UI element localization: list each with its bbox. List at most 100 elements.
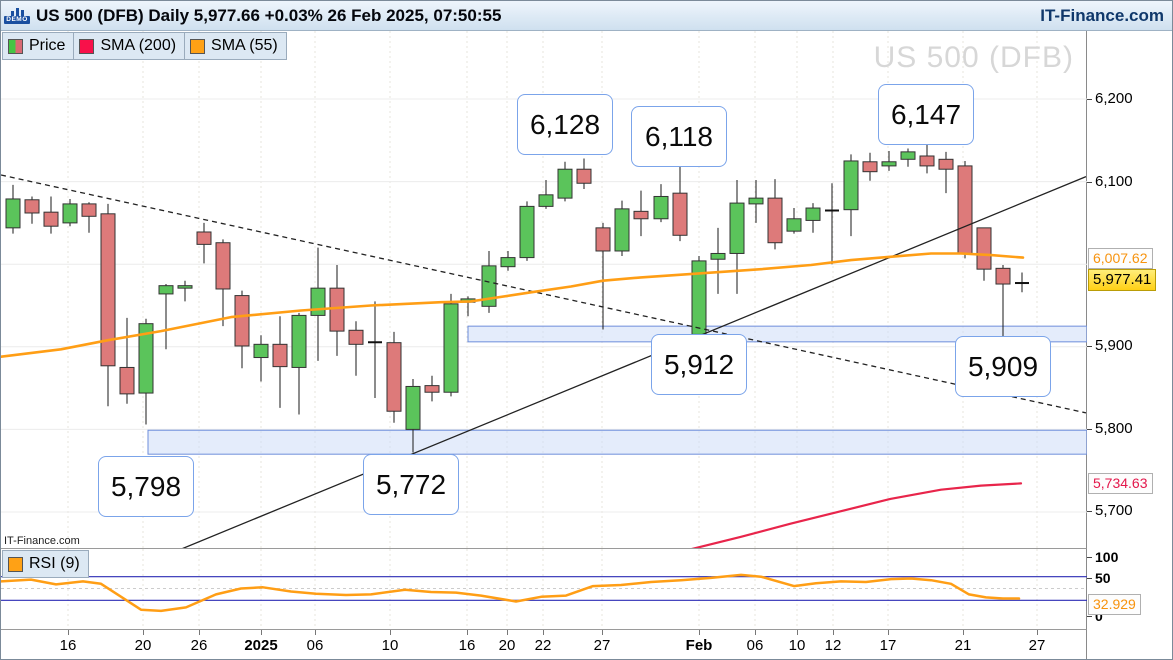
time-axis-label: 10 bbox=[788, 637, 806, 654]
legend-chip-rsi[interactable]: RSI (9) bbox=[2, 550, 89, 578]
candle-body bbox=[329, 287, 345, 332]
time-axis-label: 10 bbox=[381, 637, 399, 654]
rsi-panel[interactable]: RSI (9) bbox=[1, 548, 1087, 630]
price-axis-label: 100 bbox=[1087, 549, 1118, 565]
indicator-value-label: 5,734.63 bbox=[1088, 473, 1153, 494]
support-zone bbox=[147, 429, 1087, 455]
brand-link[interactable]: IT-Finance.com bbox=[1040, 5, 1164, 25]
price-annotation[interactable]: 5,912 bbox=[651, 334, 747, 395]
mini-candlestick-icon bbox=[10, 7, 24, 16]
time-axis-tick bbox=[467, 630, 468, 635]
legend-price-label: Price bbox=[29, 37, 66, 54]
rsi-chart[interactable] bbox=[1, 549, 1087, 630]
candle-body bbox=[424, 385, 440, 393]
price-annotation[interactable]: 5,798 bbox=[98, 456, 194, 517]
axis-corner bbox=[1087, 629, 1172, 659]
legend-chip-price[interactable]: Price bbox=[2, 32, 75, 60]
candle-body bbox=[862, 161, 878, 173]
candle-body bbox=[919, 155, 935, 167]
time-axis-tick bbox=[315, 630, 316, 635]
time-axis-label: 06 bbox=[746, 637, 764, 654]
candle-body bbox=[196, 231, 212, 245]
candle-body bbox=[481, 265, 497, 307]
time-axis-tick bbox=[699, 630, 700, 635]
title-bar: DEMO US 500 (DFB) Daily 5,977.66 +0.03% … bbox=[1, 1, 1172, 31]
price-chart-panel[interactable]: US 500 (DFB) Price SMA (200) SMA (55) IT… bbox=[1, 31, 1087, 548]
time-axis-tick bbox=[833, 630, 834, 635]
candle-body bbox=[24, 199, 40, 214]
candle-body bbox=[995, 267, 1011, 285]
time-axis-label: 20 bbox=[134, 637, 152, 654]
candle-body bbox=[348, 329, 364, 345]
candle-body bbox=[119, 366, 135, 395]
time-axis-label: 2025 bbox=[244, 637, 278, 654]
candle-body bbox=[710, 252, 726, 260]
sma200-swatch-icon bbox=[79, 38, 95, 54]
candle-body bbox=[100, 213, 116, 367]
time-axis-tick bbox=[543, 630, 544, 635]
time-axis-label: 16 bbox=[59, 637, 77, 654]
time-axis-label: 17 bbox=[879, 637, 897, 654]
price-axis-label: 5,900 bbox=[1087, 337, 1133, 354]
candle-body bbox=[5, 198, 21, 229]
candle-body bbox=[158, 285, 174, 295]
candle-body bbox=[253, 343, 269, 359]
rsi-line bbox=[1, 573, 1021, 613]
price-axis[interactable]: 6,200 6,100 5,900 5,800 5,700 100 50 0 6,007.62 5… bbox=[1087, 31, 1172, 629]
sma55-swatch-icon bbox=[190, 38, 206, 54]
candle-body bbox=[500, 257, 516, 268]
indicator-legend: Price SMA (200) SMA (55) bbox=[2, 32, 287, 60]
time-axis-tick bbox=[507, 630, 508, 635]
time-axis-tick bbox=[199, 630, 200, 635]
candle-body bbox=[519, 205, 535, 259]
watermark: US 500 (DFB) bbox=[873, 41, 1074, 74]
price-axis-label: 5,800 bbox=[1087, 420, 1133, 437]
instrument-title: US 500 (DFB) Daily 5,977.66 +0.03% 26 Fe… bbox=[36, 5, 502, 25]
candle-body bbox=[62, 203, 78, 224]
candle-body bbox=[976, 227, 992, 270]
time-axis-label: 16 bbox=[458, 637, 476, 654]
price-annotation[interactable]: 6,147 bbox=[878, 84, 974, 145]
price-axis-label: 6,200 bbox=[1087, 90, 1133, 107]
price-annotation[interactable]: 5,772 bbox=[363, 454, 459, 515]
candle-body bbox=[900, 151, 916, 160]
candlestick-chart[interactable] bbox=[1, 31, 1087, 548]
time-axis-tick bbox=[963, 630, 964, 635]
candle-body bbox=[405, 385, 421, 430]
price-annotation[interactable]: 5,909 bbox=[955, 336, 1051, 397]
time-axis-label: 26 bbox=[190, 637, 208, 654]
time-axis-label: 27 bbox=[593, 637, 611, 654]
candle-body bbox=[215, 242, 231, 290]
time-axis[interactable]: 16 20 26 2025 06 10 16 20 22 27 Feb 06 10 12 17 21 27 bbox=[1, 629, 1087, 659]
sma-55-line bbox=[1, 252, 1025, 359]
time-axis-label: Feb bbox=[685, 637, 713, 654]
time-axis-label: 21 bbox=[954, 637, 972, 654]
price-axis-label: 5,700 bbox=[1087, 502, 1133, 519]
candle-body bbox=[557, 168, 573, 199]
legend-sma55-label: SMA (55) bbox=[211, 37, 278, 54]
time-axis-tick bbox=[143, 630, 144, 635]
chart-footnote: IT-Finance.com bbox=[4, 535, 80, 547]
candle-body bbox=[805, 207, 821, 221]
time-axis-label: 06 bbox=[306, 637, 324, 654]
candle-body bbox=[595, 227, 611, 252]
candle-body bbox=[43, 211, 59, 227]
candle-body bbox=[538, 194, 554, 207]
candle-body bbox=[81, 203, 97, 217]
candle-body bbox=[272, 343, 288, 368]
trendline-ascending bbox=[182, 176, 1087, 548]
rsi-swatch-icon bbox=[8, 556, 23, 572]
time-axis-label: 27 bbox=[1028, 637, 1046, 654]
time-axis-tick bbox=[261, 630, 262, 635]
candle-body bbox=[576, 168, 592, 184]
legend-chip-sma55[interactable]: SMA (55) bbox=[185, 32, 287, 60]
demo-label: DEMO bbox=[4, 16, 30, 24]
legend-chip-sma200[interactable]: SMA (200) bbox=[74, 32, 186, 60]
price-annotation[interactable]: 6,118 bbox=[631, 106, 727, 167]
rsi-legend: RSI (9) bbox=[2, 550, 89, 578]
candle-body bbox=[653, 195, 669, 220]
candle-body bbox=[881, 161, 897, 167]
indicator-value-label: 6,007.62 bbox=[1088, 248, 1153, 269]
price-annotation[interactable]: 6,128 bbox=[517, 94, 613, 155]
